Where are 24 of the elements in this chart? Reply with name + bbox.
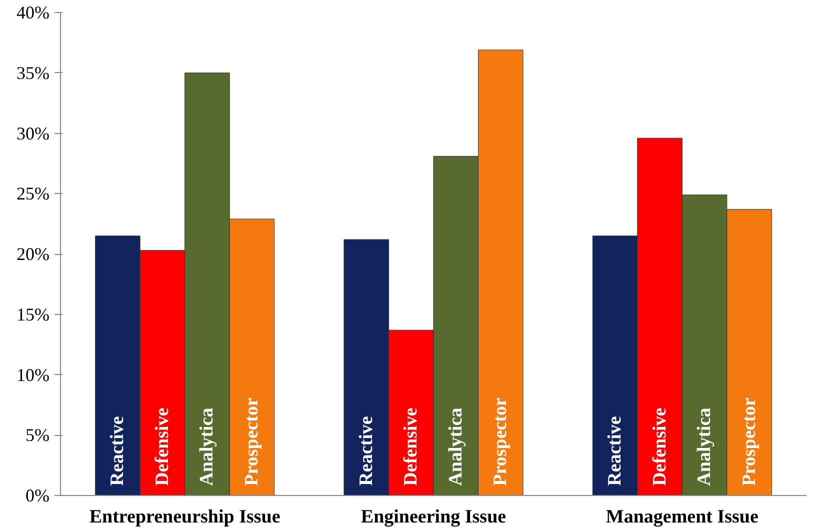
x-tick-label: Entrepreneurship Issue [89,506,280,528]
text: Prospector [738,398,760,486]
series-label: Prospector [241,396,262,486]
y-tick-label: 20% [16,244,50,264]
y-tick-label: 5% [26,425,50,446]
y-tick-label: 0% [26,486,50,506]
y-tick-label: 30% [16,123,50,144]
text: Analytica [445,408,466,486]
text: Prospector [490,398,512,486]
y-tick-label: 10% [16,364,50,385]
x-tick-label: Engineering Issue [360,506,506,528]
text: Defensive [400,408,422,486]
series-label: Reactive [107,416,128,486]
y-tick-label: 25% [16,184,50,204]
text: Defensive [649,408,670,486]
text: Analytica [694,408,716,486]
series-label: Defensive [152,408,173,486]
y-tick-label: 40% [16,2,50,22]
y-tick-label: 35% [16,62,50,83]
series-label: Analytica [196,407,218,486]
x-tick-label: Management Issue [606,506,758,528]
text: Reactive [356,416,377,486]
y-tick-label: 15% [16,304,50,324]
text: Reactive [604,416,626,486]
